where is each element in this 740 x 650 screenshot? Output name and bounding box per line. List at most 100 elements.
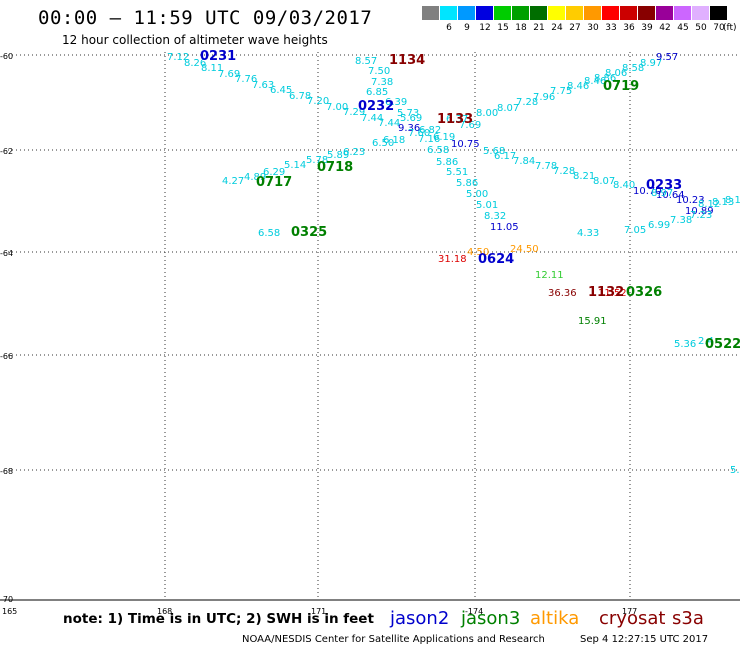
colorbar-label: 12 bbox=[479, 23, 491, 33]
wave-height-label: 7.00 bbox=[326, 102, 348, 113]
latitude-label: -60 bbox=[0, 52, 13, 61]
wave-height-label: 7.44 bbox=[361, 113, 383, 124]
wave-height-label: 5.78 bbox=[306, 155, 328, 166]
pass-time-label: 0231 bbox=[200, 49, 236, 64]
wave-height-label: 2.4 bbox=[698, 336, 714, 347]
colorbar-label: 27 bbox=[569, 23, 581, 33]
wave-height-label: 6.99 bbox=[648, 220, 670, 231]
colorbar-swatch bbox=[674, 6, 692, 20]
latitude-label: -68 bbox=[0, 467, 13, 476]
wave-height-label: 8.07 bbox=[593, 176, 615, 187]
longitude-label: 177 bbox=[622, 607, 637, 616]
wave-height-label: 5.68 bbox=[483, 146, 505, 157]
colorbar-label: 24 bbox=[551, 23, 563, 33]
wave-height-label: 7.84 bbox=[513, 156, 535, 167]
colorbar-label: 36 bbox=[623, 23, 635, 33]
wave-height-label: 7.96 bbox=[533, 92, 555, 103]
legend-s3a: s3a bbox=[672, 608, 704, 629]
wave-height-label: 7.28 bbox=[553, 166, 575, 177]
colorbar-swatch bbox=[530, 6, 548, 20]
wave-height-label: 8.1 bbox=[725, 195, 740, 206]
footnote: note: 1) Time is in UTC; 2) SWH is in fe… bbox=[63, 611, 374, 627]
wave-height-label: 6.85 bbox=[366, 87, 388, 98]
map-subtitle: 12 hour collection of altimeter wave hei… bbox=[62, 33, 328, 47]
wave-height-label: 8.07 bbox=[497, 103, 519, 114]
wave-height-label: 10.89 bbox=[685, 206, 714, 217]
wave-height-label: 7.29 bbox=[343, 107, 365, 118]
pass-time-label: 0325 bbox=[291, 225, 327, 240]
wave-height-label: 8.13 bbox=[712, 197, 734, 208]
credit-line: NOAA/NESDIS Center for Satellite Applica… bbox=[242, 634, 545, 645]
wave-height-label: 15.91 bbox=[578, 316, 607, 327]
longitude-label: 168 bbox=[157, 607, 172, 616]
wave-height-label: 6.29 bbox=[263, 167, 285, 178]
wave-height-label: 6.19 bbox=[433, 132, 455, 143]
wave-height-label: 7.69 bbox=[218, 69, 240, 80]
wave-height-label: 8.58 bbox=[622, 63, 644, 74]
wave-height-label: 7.23 bbox=[690, 210, 712, 221]
colorbar-swatch bbox=[422, 6, 440, 20]
wave-height-label: 5.51 bbox=[446, 167, 468, 178]
longitude-label: 171 bbox=[311, 607, 326, 616]
colorbar-label: 30 bbox=[587, 23, 599, 33]
wave-height-label: 8.97 bbox=[651, 188, 673, 199]
pass-time-label: 0326 bbox=[626, 285, 662, 300]
wave-height-label: 7.05 bbox=[624, 225, 646, 236]
wave-height-label: 6.45 bbox=[270, 85, 292, 96]
wave-height-label: 6.17 bbox=[494, 151, 516, 162]
colorbar-swatch bbox=[602, 6, 620, 20]
wave-height-label: 4.89 bbox=[244, 172, 266, 183]
wave-height-label: 8.11 bbox=[201, 63, 223, 74]
wave-height-label: 4.33 bbox=[577, 228, 599, 239]
longitude-label: 165 bbox=[2, 607, 17, 616]
wave-height-label: 7.44 bbox=[378, 118, 400, 129]
colorbar-swatch bbox=[458, 6, 476, 20]
longitude-label: -174 bbox=[465, 607, 483, 616]
wave-height-label: 7.69 bbox=[459, 120, 481, 131]
wave-height-label: 7.16 bbox=[418, 134, 440, 145]
wave-height-label: 8.46 bbox=[567, 81, 589, 92]
colorbar-label: 21 bbox=[533, 23, 545, 33]
colorbar-swatch bbox=[494, 6, 512, 20]
wave-height-label: 6.82 bbox=[419, 125, 441, 136]
map-grid bbox=[0, 52, 740, 601]
colorbar-label: 33 bbox=[605, 23, 617, 33]
wave-height-label: 5.00 bbox=[466, 189, 488, 200]
wave-height-label: 5.89 bbox=[327, 150, 349, 161]
latitude-label: -62 bbox=[0, 147, 13, 156]
wave-height-label: 11.52 bbox=[598, 288, 627, 299]
latitude-label: -66 bbox=[0, 352, 13, 361]
colorbar-swatch bbox=[440, 6, 458, 20]
wave-height-label: 7.38 bbox=[670, 215, 692, 226]
colorbar-label: 50 bbox=[695, 23, 707, 33]
wave-height-label: 8.86 bbox=[594, 73, 616, 84]
legend-altika: altika bbox=[530, 608, 580, 629]
wave-height-label: 4.27 bbox=[222, 176, 244, 187]
wave-height-label: 6.78 bbox=[289, 91, 311, 102]
wave-height-label: 7.78 bbox=[535, 161, 557, 172]
wave-height-label: 24.50 bbox=[510, 244, 539, 255]
pass-time-label: 0522 bbox=[705, 337, 740, 352]
generated-timestamp: Sep 4 12:27:15 UTC 2017 bbox=[580, 634, 709, 645]
latitude-label: -64 bbox=[0, 249, 13, 258]
wave-height-label: 7.50 bbox=[368, 66, 390, 77]
wave-height-label: 4.50 bbox=[467, 247, 489, 258]
wave-height-label: 8.40 bbox=[613, 180, 635, 191]
colorbar-swatch bbox=[476, 6, 494, 20]
wave-height-label: 5.36 bbox=[674, 339, 696, 350]
wave-height-label: 10.75 bbox=[451, 139, 480, 150]
wave-height-label: 8.57 bbox=[355, 56, 377, 67]
wave-height-label: 5. bbox=[730, 465, 740, 476]
pass-time-label: 0717 bbox=[256, 175, 292, 190]
pass-time-label: 1133 bbox=[437, 112, 473, 127]
pass-time-label: 1134 bbox=[389, 53, 425, 68]
wave-height-label: 36.36 bbox=[548, 288, 577, 299]
wave-height-label: 5.01 bbox=[476, 200, 498, 211]
pass-time-label: 0719 bbox=[603, 79, 639, 94]
wave-height-label: 6.37 bbox=[446, 114, 468, 125]
wave-height-label: 7.38 bbox=[371, 77, 393, 88]
wave-height-label: 8.21 bbox=[573, 171, 595, 182]
colorbar-swatch bbox=[548, 6, 566, 20]
wave-height-label: 8.12 bbox=[698, 199, 720, 210]
